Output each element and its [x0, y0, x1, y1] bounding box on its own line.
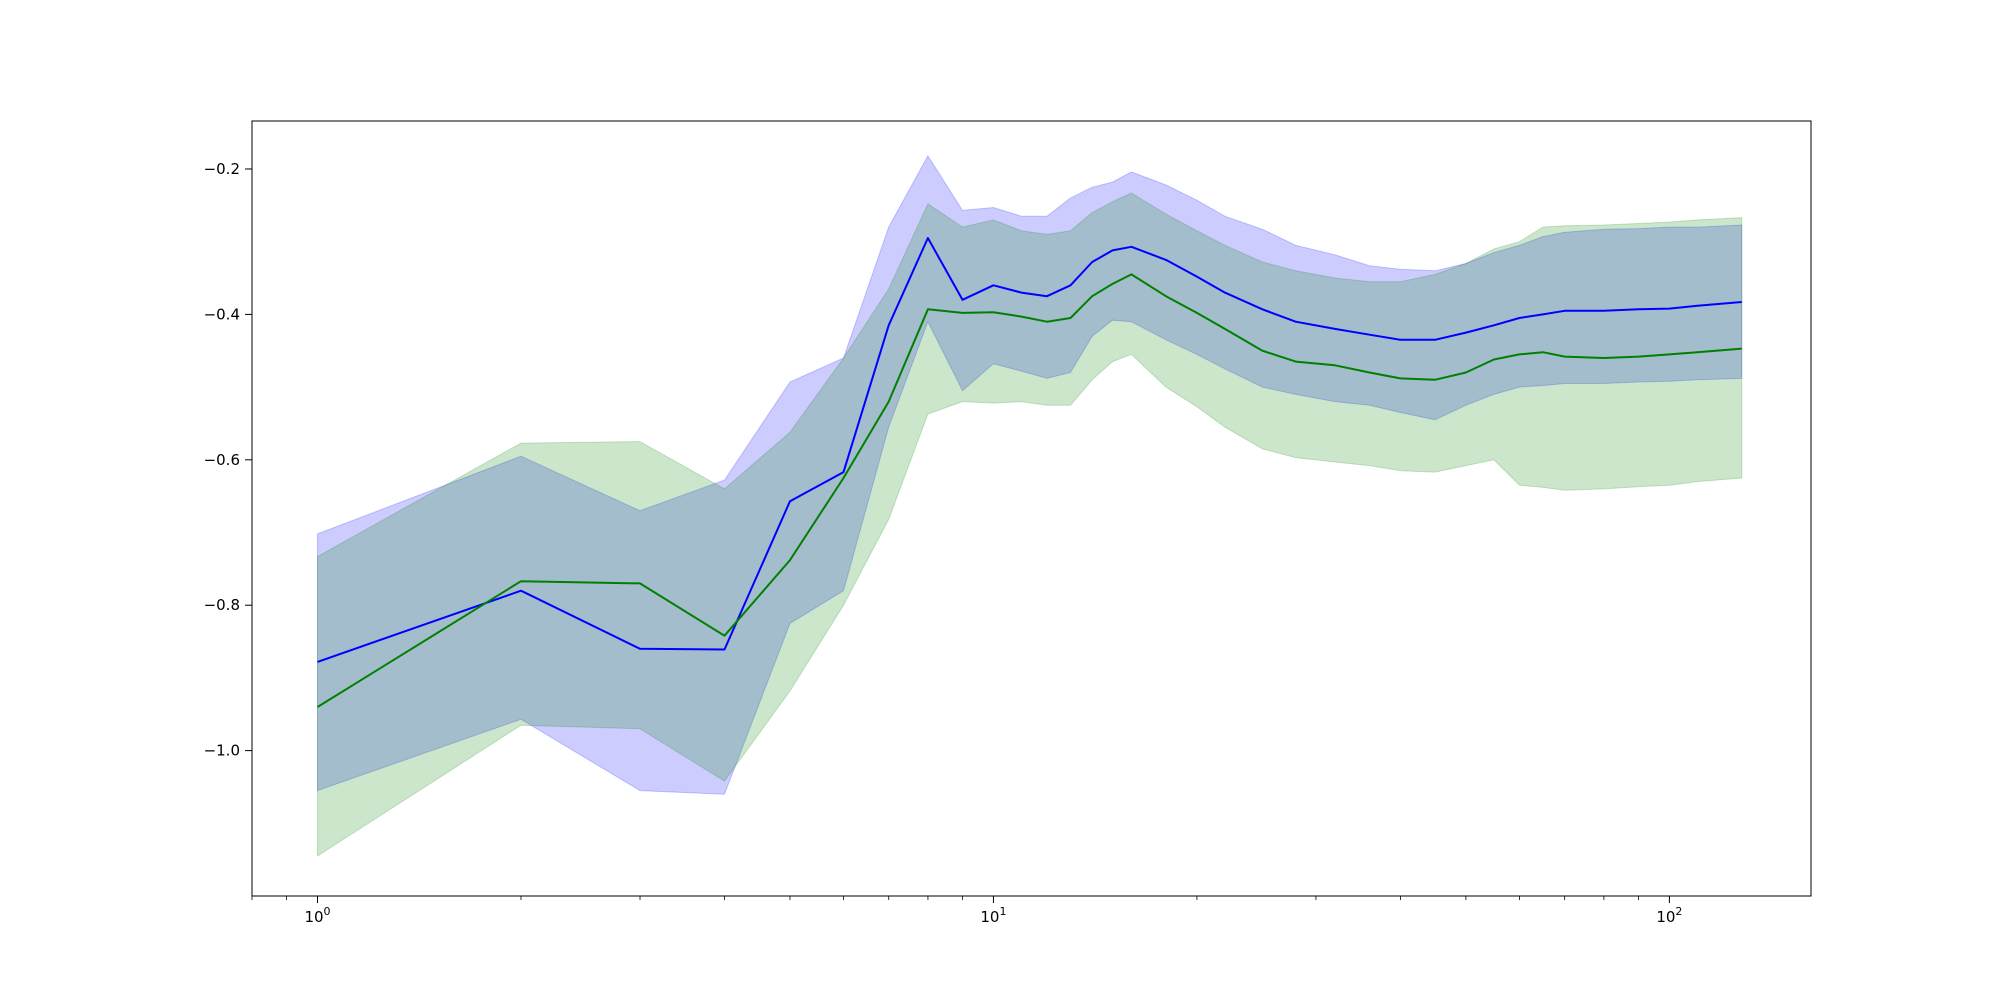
series-line-2 [316, 273, 1742, 708]
y-tick-label: −0.4 [204, 305, 240, 323]
series-line-1 [317, 237, 1742, 663]
x-tick-label: 101 [980, 905, 1006, 926]
y-tick-label: −0.8 [204, 596, 240, 614]
y-axis: −1.0 −0.8 −0.6 −0.4 −0.2 [204, 160, 252, 760]
series-lines [316, 237, 1742, 708]
confidence-band-2 [317, 192, 1743, 857]
x-tick-label: 102 [1656, 905, 1682, 926]
y-tick-label: −0.6 [204, 451, 240, 469]
x-tick-label: 100 [304, 905, 330, 926]
y-tick-label: −1.0 [204, 742, 240, 760]
x-axis: 100 101 102 [251, 896, 1682, 926]
y-tick-label: −0.2 [204, 160, 240, 178]
confidence-bands [317, 154, 1743, 857]
confidence-band-1 [317, 154, 1743, 795]
axes-frame [251, 120, 1812, 897]
